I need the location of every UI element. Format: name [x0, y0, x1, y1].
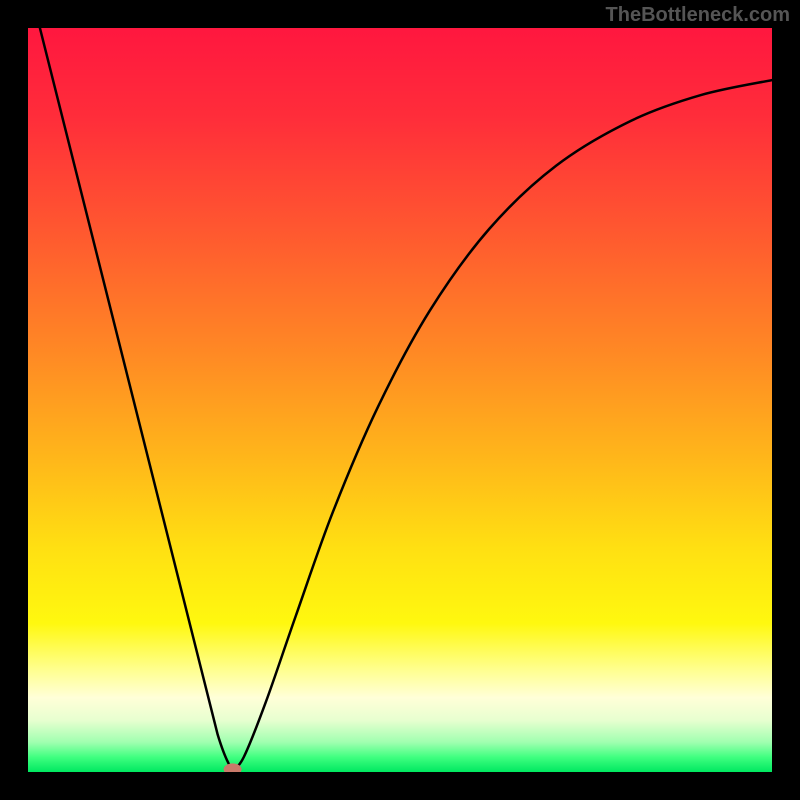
bottleneck-curve: [40, 28, 772, 770]
curve-svg: [28, 28, 772, 772]
plot-area: [28, 28, 772, 772]
watermark-text: TheBottleneck.com: [606, 4, 790, 27]
chart-frame: TheBottleneck.com: [0, 0, 800, 800]
